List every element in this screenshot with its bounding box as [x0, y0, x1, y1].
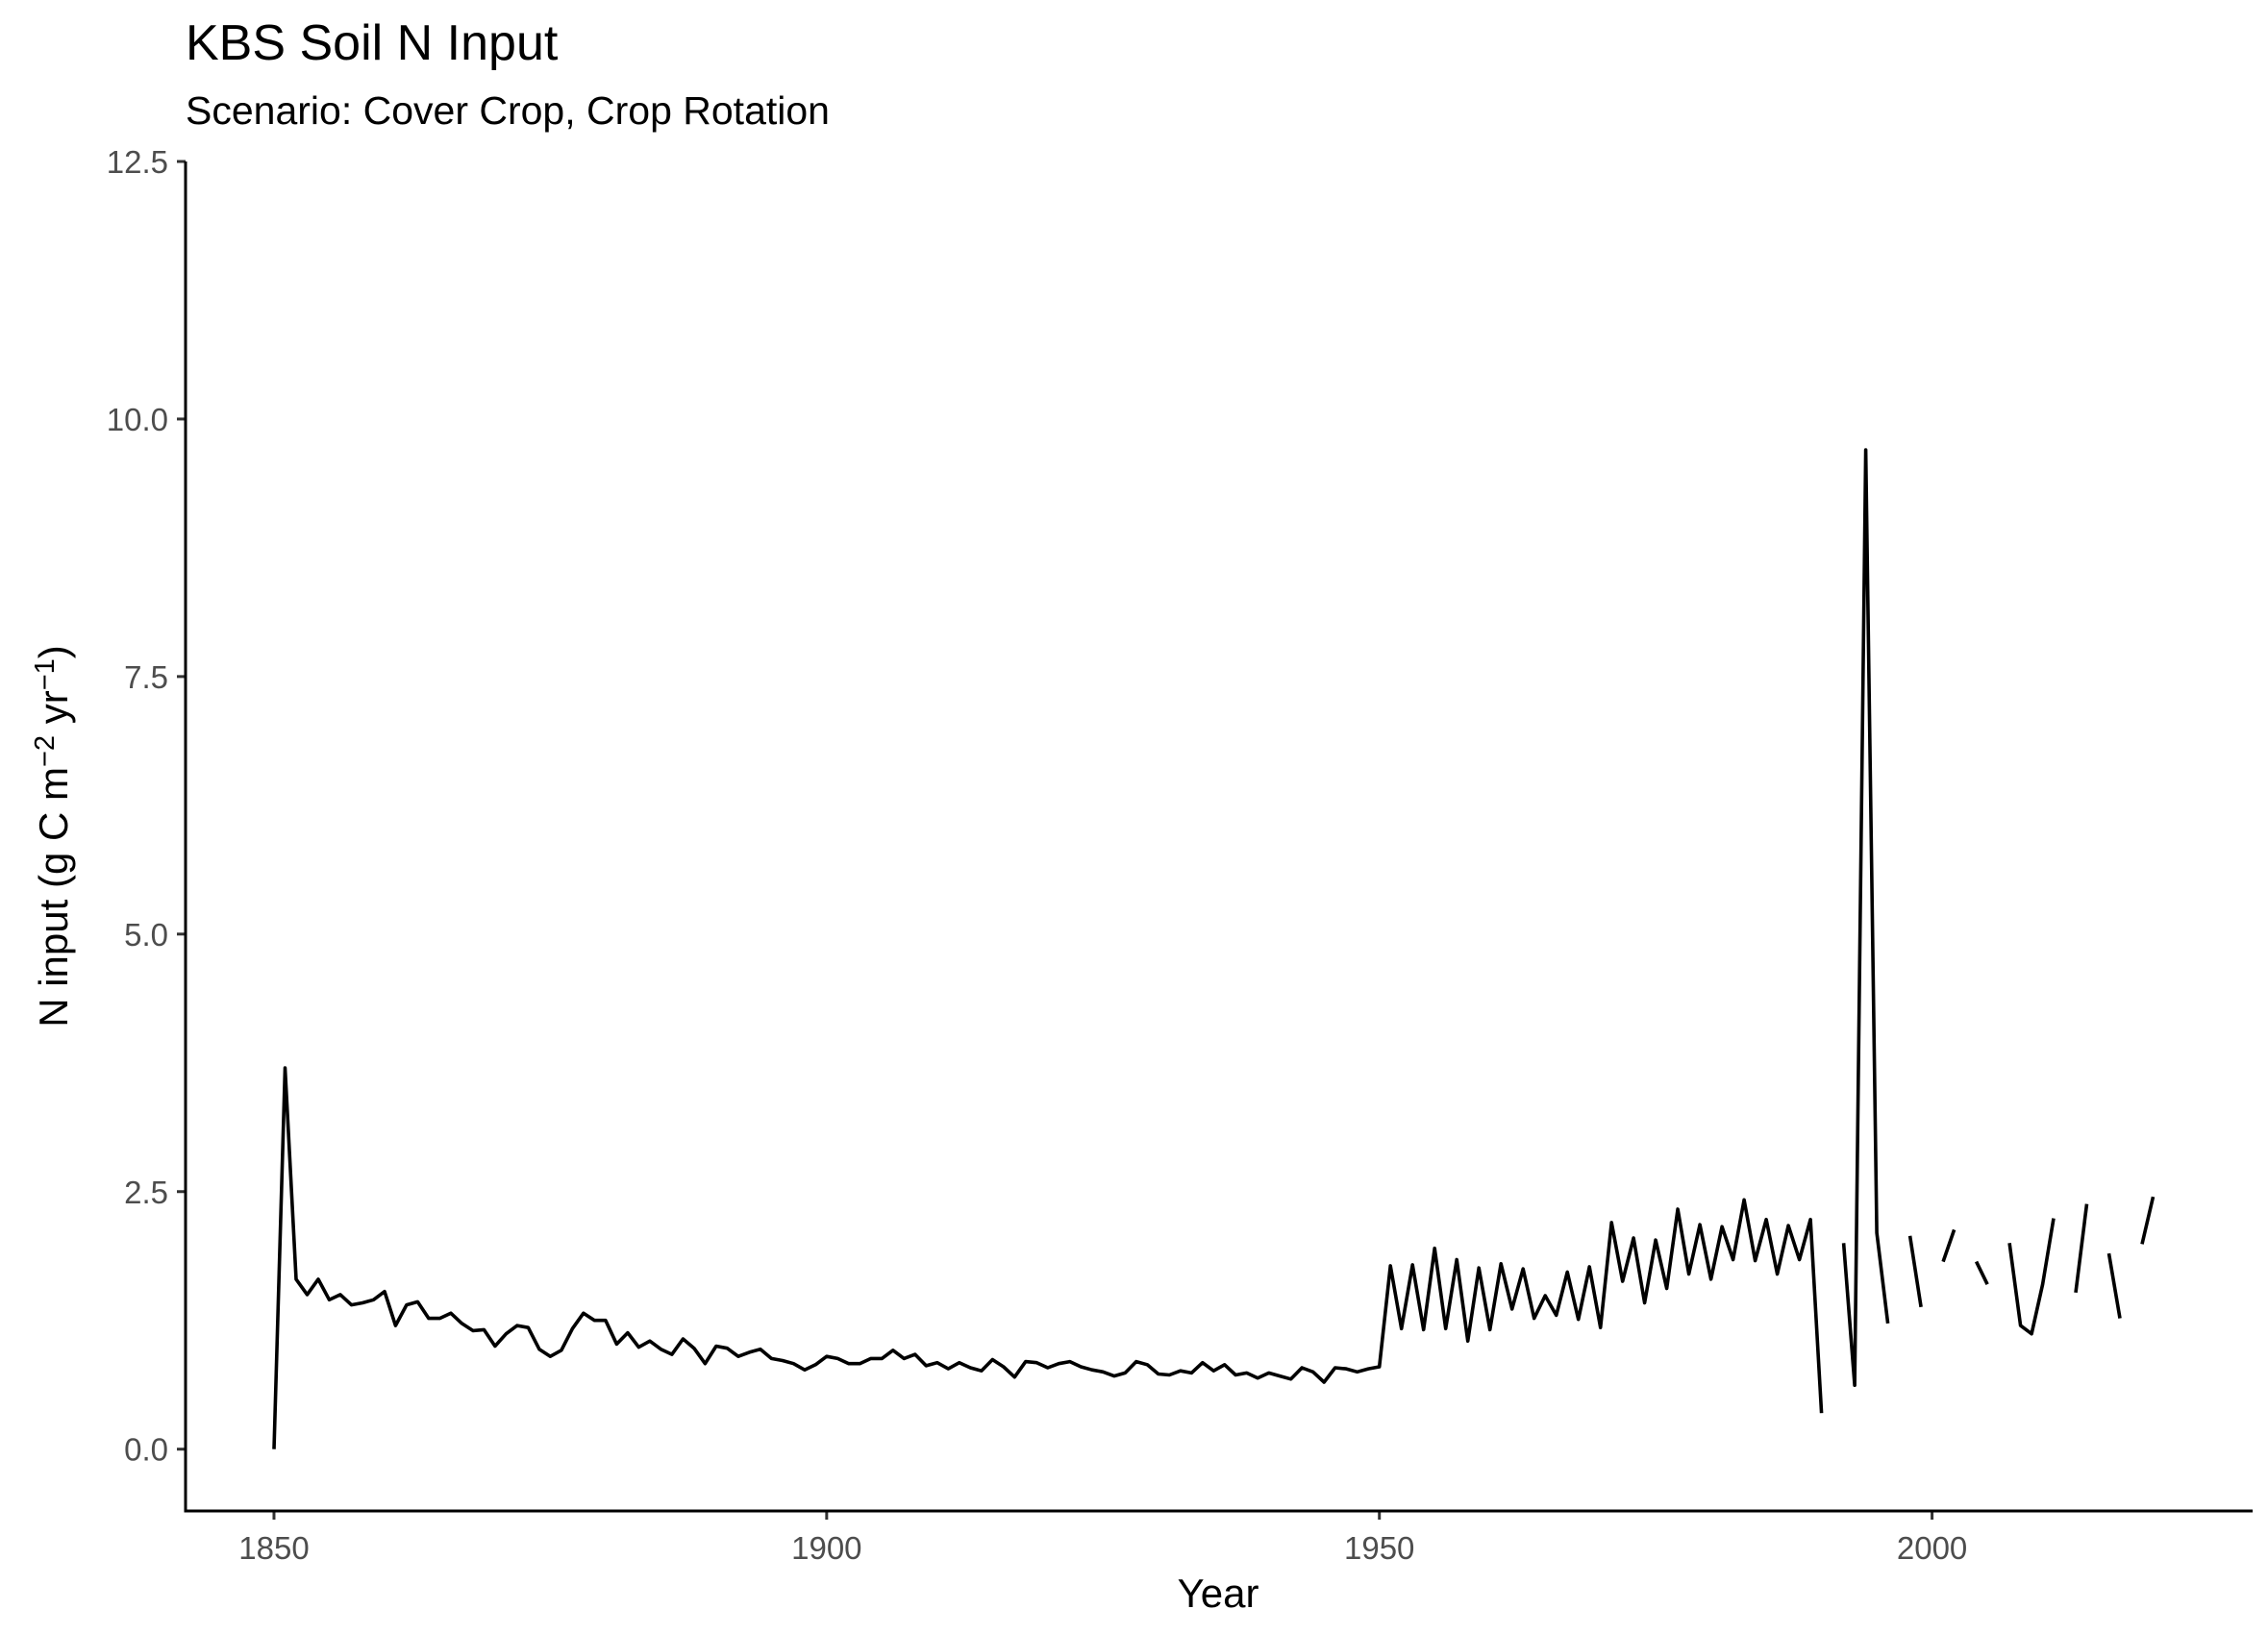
x-tick-label: 1900: [791, 1530, 861, 1566]
series-line-segment: [2074, 1203, 2089, 1294]
x-axis-ticks: 1850 1900 1950 2000: [238, 1511, 1967, 1566]
series-line-segment: [2106, 1252, 2122, 1319]
chart-title: KBS Soil N Input: [186, 15, 559, 71]
series-line-segment: [1841, 448, 1890, 1387]
chart-subtitle: Scenario: Cover Crop, Crop Rotation: [186, 88, 830, 133]
series-line-segment: [1974, 1260, 1989, 1285]
y-tick-label: 2.5: [124, 1175, 168, 1210]
y-tick-label: 0.0: [124, 1432, 168, 1468]
x-tick-label: 2000: [1897, 1530, 1967, 1566]
y-tick-label: 10.0: [107, 402, 168, 437]
y-tick-label: 7.5: [124, 659, 168, 695]
series-line-segment: [2140, 1196, 2156, 1245]
x-tick-label: 1950: [1344, 1530, 1414, 1566]
y-tick-label: 5.0: [124, 917, 168, 953]
x-axis-title: Year: [1178, 1571, 1259, 1616]
y-axis-ticks: 0.0 2.5 5.0 7.5 10.0 12.5: [107, 144, 186, 1468]
y-axis-title: N input (g C m−2 yr−1): [30, 645, 76, 1027]
series-layer: [272, 448, 2156, 1449]
series-line-segment: [272, 1066, 1824, 1449]
series-line-segment: [1907, 1235, 1923, 1308]
series-line-segment: [1941, 1228, 1956, 1263]
x-tick-label: 1850: [238, 1530, 309, 1566]
y-tick-label: 12.5: [107, 144, 168, 180]
series-line-segment: [2007, 1218, 2056, 1336]
